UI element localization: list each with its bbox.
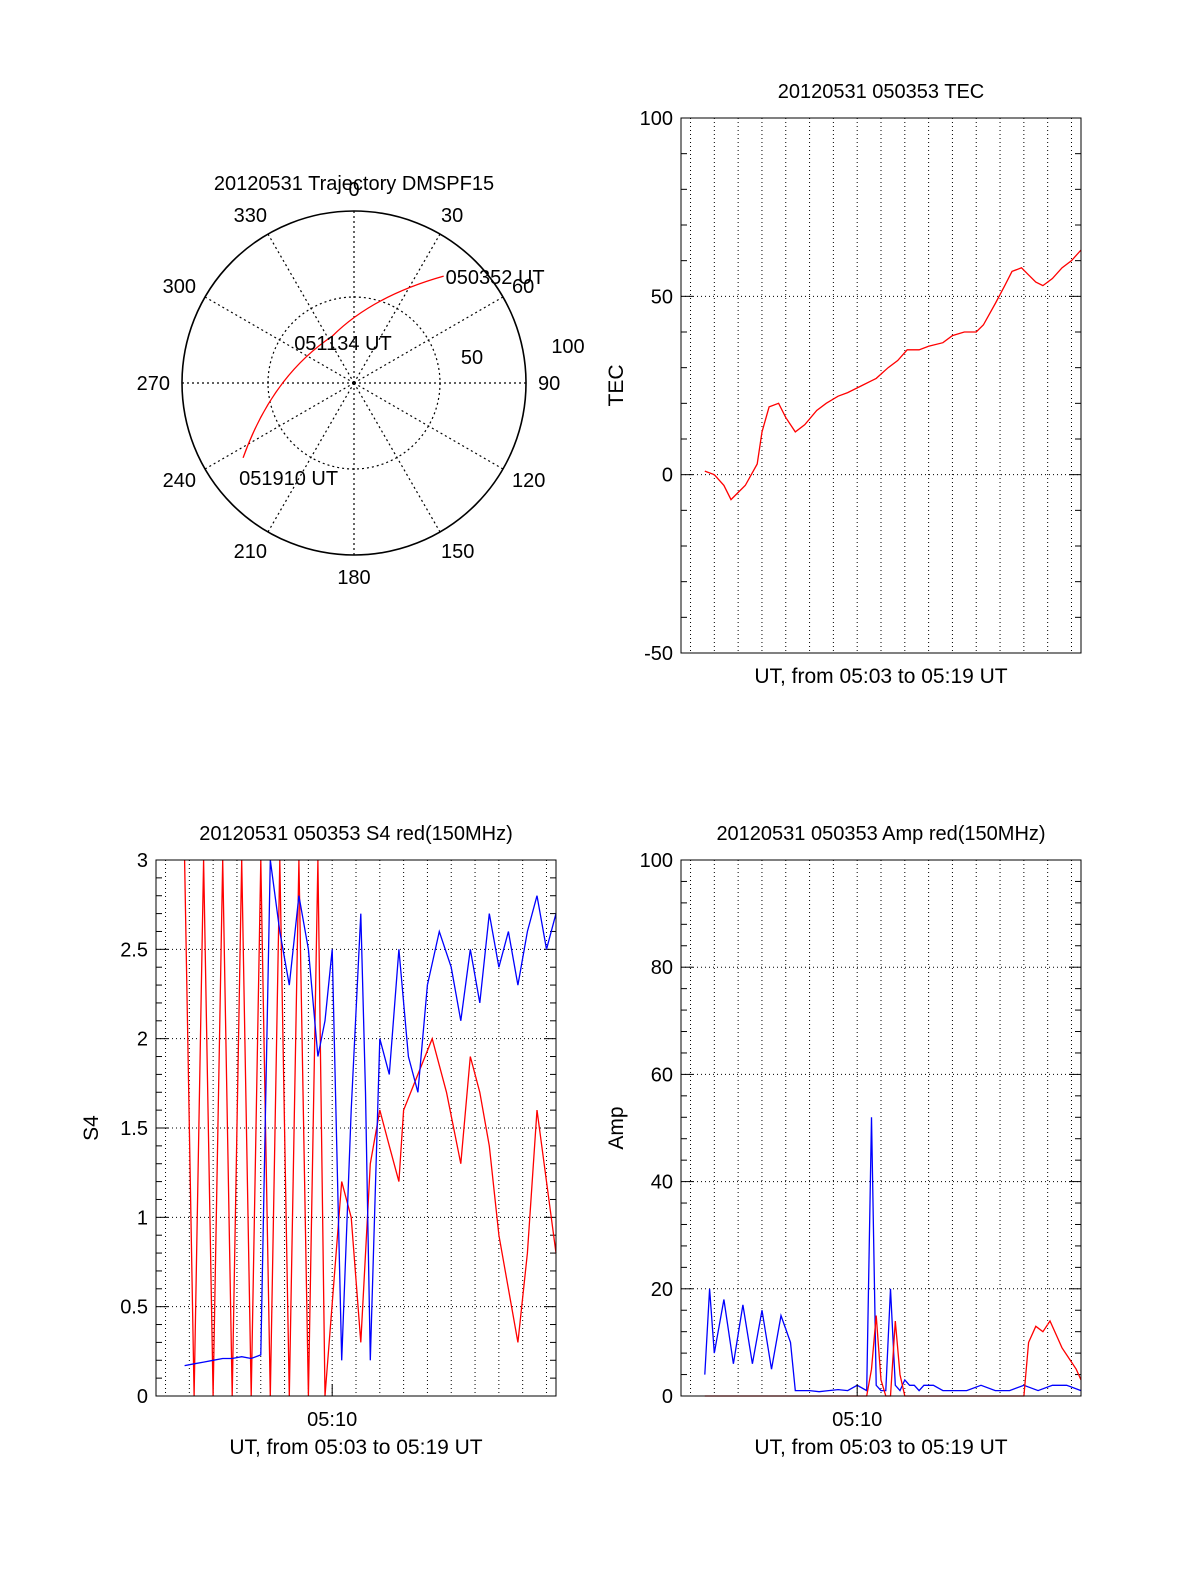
y-tick-label: 60 [651, 1064, 673, 1086]
polar-radial-line [267, 382, 355, 533]
polar-angle-label: 210 [234, 541, 267, 563]
y-tick-label: 40 [651, 1172, 673, 1194]
trajectory-point-label: 051910 UT [239, 468, 338, 490]
polar-angle-label: 120 [512, 470, 545, 492]
y-tick-label: 3 [137, 850, 148, 872]
plot-frame [680, 117, 1082, 654]
polar-angle-label: 90 [538, 373, 560, 395]
x-axis-label: UT, from 05:03 to 05:19 UT [754, 665, 1007, 688]
y-tick-label: 50 [651, 286, 673, 308]
polar-radial-line [267, 233, 355, 384]
x-axis-label: UT, from 05:03 to 05:19 UT [229, 1436, 482, 1459]
polar-angle-label: 60 [512, 276, 534, 298]
y-axis-label: TEC [605, 365, 628, 407]
plot-s4: 20120531 050353 S4 red(150MHz) 0 0.5 1 1.5 2 2… [80, 823, 557, 1459]
y-tick-label: 0 [137, 1386, 148, 1408]
y-tick-label: 100 [640, 108, 673, 130]
series-line-red [183, 859, 557, 1397]
x-axis-label: UT, from 05:03 to 05:19 UT [754, 1436, 1007, 1459]
series-line-blue [704, 1117, 1082, 1393]
y-tick-label: 2 [137, 1029, 148, 1051]
x-tick-label: 05:10 [307, 1409, 357, 1431]
polar-outer-ring [181, 210, 527, 556]
chart-title: 20120531 050353 S4 red(150MHz) [199, 823, 513, 845]
chart-title: 20120531 Trajectory DMSPF15 [214, 173, 494, 195]
series-line-blue [184, 859, 557, 1367]
polar-radius-label: 100 [551, 336, 584, 358]
y-tick-label: 80 [651, 957, 673, 979]
polar-radial-line [353, 233, 441, 384]
polar-angle-label: 180 [337, 567, 370, 589]
x-tick-label: 05:10 [832, 1409, 882, 1431]
y-tick-label: 0.5 [120, 1297, 148, 1319]
polar-radial-line [204, 382, 355, 470]
polar-angle-label: 330 [234, 205, 267, 227]
polar-angle-label: 300 [163, 276, 196, 298]
y-tick-label: 1.5 [120, 1118, 148, 1140]
series-line-red [704, 249, 1082, 501]
polar-radial-line [353, 382, 441, 533]
polar-radius-label: 50 [461, 347, 483, 369]
trajectory-point-label: 051134 UT [294, 333, 391, 355]
polar-angle-label: 150 [441, 541, 474, 563]
chart-title: 20120531 050353 Amp red(150MHz) [716, 823, 1045, 845]
y-tick-label: 0 [662, 1386, 673, 1408]
polar-angle-label: 240 [163, 470, 196, 492]
polar-radial-line [204, 296, 355, 384]
plot-frame [680, 859, 1082, 1397]
trajectory-point-label: 050352 UT [446, 267, 545, 289]
y-tick-label: 0 [662, 465, 673, 487]
y-tick-label: -50 [644, 643, 673, 665]
y-tick-label: 100 [640, 850, 673, 872]
polar-ring [267, 296, 441, 470]
y-axis-label: Amp [605, 1106, 628, 1149]
plot-amp: 20120531 050353 Amp red(150MHz) 0 20 40 60 80… [605, 823, 1082, 1459]
polar-angle-label: 30 [441, 205, 463, 227]
y-axis-label: S4 [80, 1115, 103, 1141]
polar-radial-line [353, 296, 504, 384]
y-tick-label: 20 [651, 1279, 673, 1301]
plot-frame [155, 859, 557, 1397]
trajectory-path [242, 275, 444, 459]
plot-tec: 20120531 050353 TEC -50 0 50 100 UT, from 05:… [605, 81, 1082, 688]
y-tick-label: 2.5 [120, 939, 148, 961]
polar-angle-label: 0 [348, 179, 359, 201]
chart-title: 20120531 050353 TEC [778, 81, 984, 103]
polar-angle-label: 270 [137, 373, 170, 395]
y-tick-label: 1 [137, 1207, 148, 1229]
